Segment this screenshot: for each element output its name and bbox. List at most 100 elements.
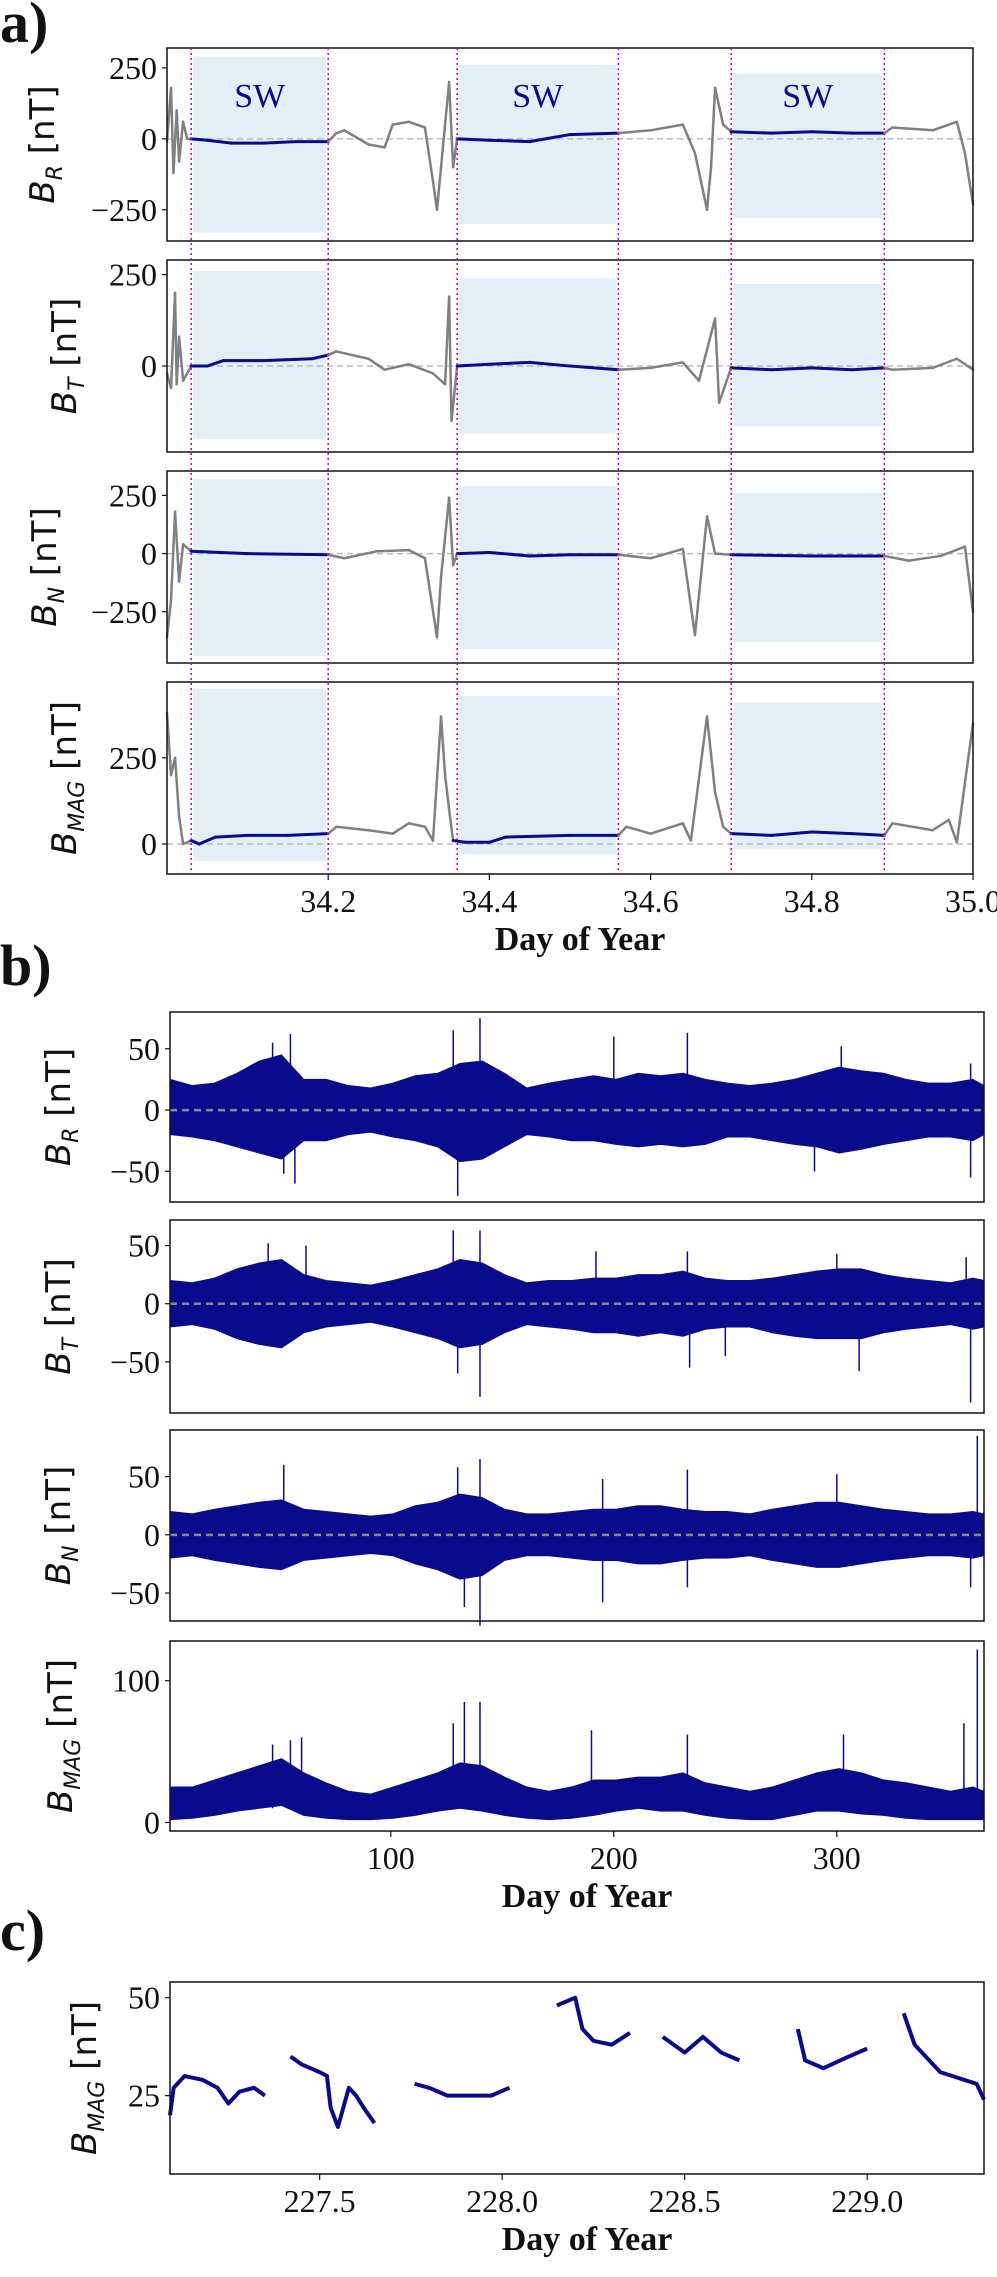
- sw-data-segment: [528, 553, 572, 558]
- non-sw-data-segment: [177, 543, 185, 583]
- data-segment: [661, 2034, 741, 2063]
- axes-frame: [169, 1219, 985, 1414]
- y-axis-label-symbol: B: [45, 391, 85, 414]
- y-axis-label-unit: [nT]: [23, 85, 63, 165]
- subplot-b-t: 50 0 −50 BT [nT]: [39, 1219, 985, 1414]
- axes-frame: [166, 470, 974, 664]
- non-sw-data-segment: [326, 825, 338, 835]
- y-axis-label: BMAG [nT]: [65, 2001, 110, 2155]
- y-axis-label-subscript: T: [59, 1336, 84, 1351]
- non-sw-data-segment: [335, 825, 370, 832]
- y-tick-label: 50: [128, 1031, 160, 1067]
- y-axis-label: BMAG [nT]: [45, 701, 90, 855]
- sw-data-segment: [487, 138, 532, 144]
- sw-label: SW: [782, 78, 834, 115]
- y-axis-label-subscript: MAG: [65, 781, 90, 832]
- sw-label: SW: [234, 78, 286, 115]
- data-segment: [795, 2028, 868, 2071]
- sw-data-segment: [810, 366, 854, 372]
- sw-data-segment: [205, 359, 225, 368]
- non-sw-data-segment: [625, 825, 652, 835]
- non-sw-data-segment: [713, 791, 725, 829]
- non-sw-data-segment: [439, 80, 451, 169]
- non-sw-data-segment: [407, 362, 435, 375]
- non-sw-data-segment: [705, 715, 717, 794]
- y-axis-label-unit: [nT]: [39, 1048, 79, 1128]
- y-axis-label-symbol: B: [39, 1562, 79, 1585]
- sw-data-segment: [262, 357, 314, 363]
- non-sw-data-segment: [705, 165, 713, 212]
- non-sw-data-segment: [326, 131, 338, 143]
- y-tick-label: 250: [109, 740, 157, 776]
- y-axis-label: BN [nT]: [39, 1466, 84, 1585]
- sw-region-shade: [459, 695, 617, 855]
- y-axis-label-symbol: B: [25, 603, 65, 626]
- sw-data-segment: [729, 553, 814, 558]
- y-axis-label-unit: [nT]: [65, 2001, 105, 2081]
- sw-data-segment: [850, 366, 886, 372]
- x-tick-label: 200: [590, 1840, 638, 1876]
- sw-data-segment: [810, 130, 854, 135]
- data-segment: [901, 2012, 986, 2101]
- non-sw-data-segment: [963, 151, 975, 206]
- non-sw-data-segment: [407, 548, 427, 560]
- y-axis-label: BR [nT]: [39, 1048, 84, 1166]
- y-tick-label: 50: [128, 1228, 160, 1264]
- subplot-a-n: 250 0 −250 BN [nT]: [25, 470, 975, 664]
- y-tick-label: −50: [110, 1153, 160, 1189]
- non-sw-data-segment: [177, 815, 185, 846]
- non-sw-data-segment: [447, 295, 453, 423]
- non-sw-data-segment: [713, 317, 721, 404]
- y-tick-label: −250: [91, 594, 157, 630]
- sw-region-shade: [193, 270, 327, 440]
- x-tick-label: 229.0: [831, 2183, 903, 2219]
- y-tick-label: 50: [128, 1980, 160, 2016]
- non-sw-data-segment: [447, 808, 455, 842]
- non-sw-data-segment: [891, 822, 934, 832]
- sw-region-shade: [459, 65, 617, 224]
- axes-frame: [166, 259, 974, 453]
- x-tick-label: 35.0: [945, 883, 997, 919]
- sw-region-shade: [193, 479, 327, 657]
- non-sw-data-segment: [617, 825, 628, 837]
- y-axis-label-subscript: MAG: [61, 1739, 86, 1790]
- non-sw-data-segment: [177, 335, 185, 382]
- sw-data-segment: [810, 830, 854, 836]
- non-sw-data-segment: [343, 550, 378, 560]
- sw-region-shade: [733, 73, 883, 219]
- y-tick-label: 0: [144, 1804, 160, 1840]
- non-sw-data-segment: [450, 364, 459, 423]
- sw-data-segment: [729, 130, 773, 135]
- y-tick-label: 0: [141, 121, 157, 157]
- non-sw-data-segment: [431, 372, 447, 386]
- sw-data-segment: [504, 833, 572, 839]
- sw-region-shade: [733, 283, 883, 427]
- sw-data-segment: [286, 832, 330, 837]
- y-axis-label: BR [nT]: [23, 85, 68, 203]
- sw-data-segment: [213, 833, 250, 839]
- y-tick-label: 0: [144, 1517, 160, 1553]
- y-axis-label-unit: [nT]: [39, 1258, 79, 1338]
- non-sw-data-segment: [423, 126, 435, 183]
- y-axis-label-unit: [nT]: [39, 1466, 79, 1546]
- non-sw-data-segment: [326, 553, 346, 560]
- y-axis-label-subscript: N: [45, 587, 70, 603]
- y-tick-label: 0: [141, 826, 157, 862]
- subplot-a-r: SW SW SW 250 0 −250 BR [nT]: [23, 47, 975, 242]
- non-sw-data-segment: [169, 510, 177, 602]
- non-sw-data-segment: [617, 366, 652, 371]
- y-tick-label: −250: [91, 192, 157, 228]
- non-sw-data-segment: [907, 554, 943, 562]
- sw-data-segment: [189, 137, 209, 142]
- non-sw-data-segment: [947, 818, 959, 844]
- non-sw-data-segment: [375, 548, 411, 553]
- y-tick-label: 0: [144, 1092, 160, 1128]
- y-tick-label: −50: [110, 1575, 160, 1611]
- non-sw-data-segment: [649, 361, 685, 370]
- y-axis-label-symbol: B: [23, 180, 63, 203]
- non-sw-data-segment: [175, 109, 181, 163]
- y-axis-label-unit: [nT]: [45, 298, 85, 378]
- non-sw-data-segment: [681, 361, 701, 382]
- data-segment: [289, 2054, 377, 2129]
